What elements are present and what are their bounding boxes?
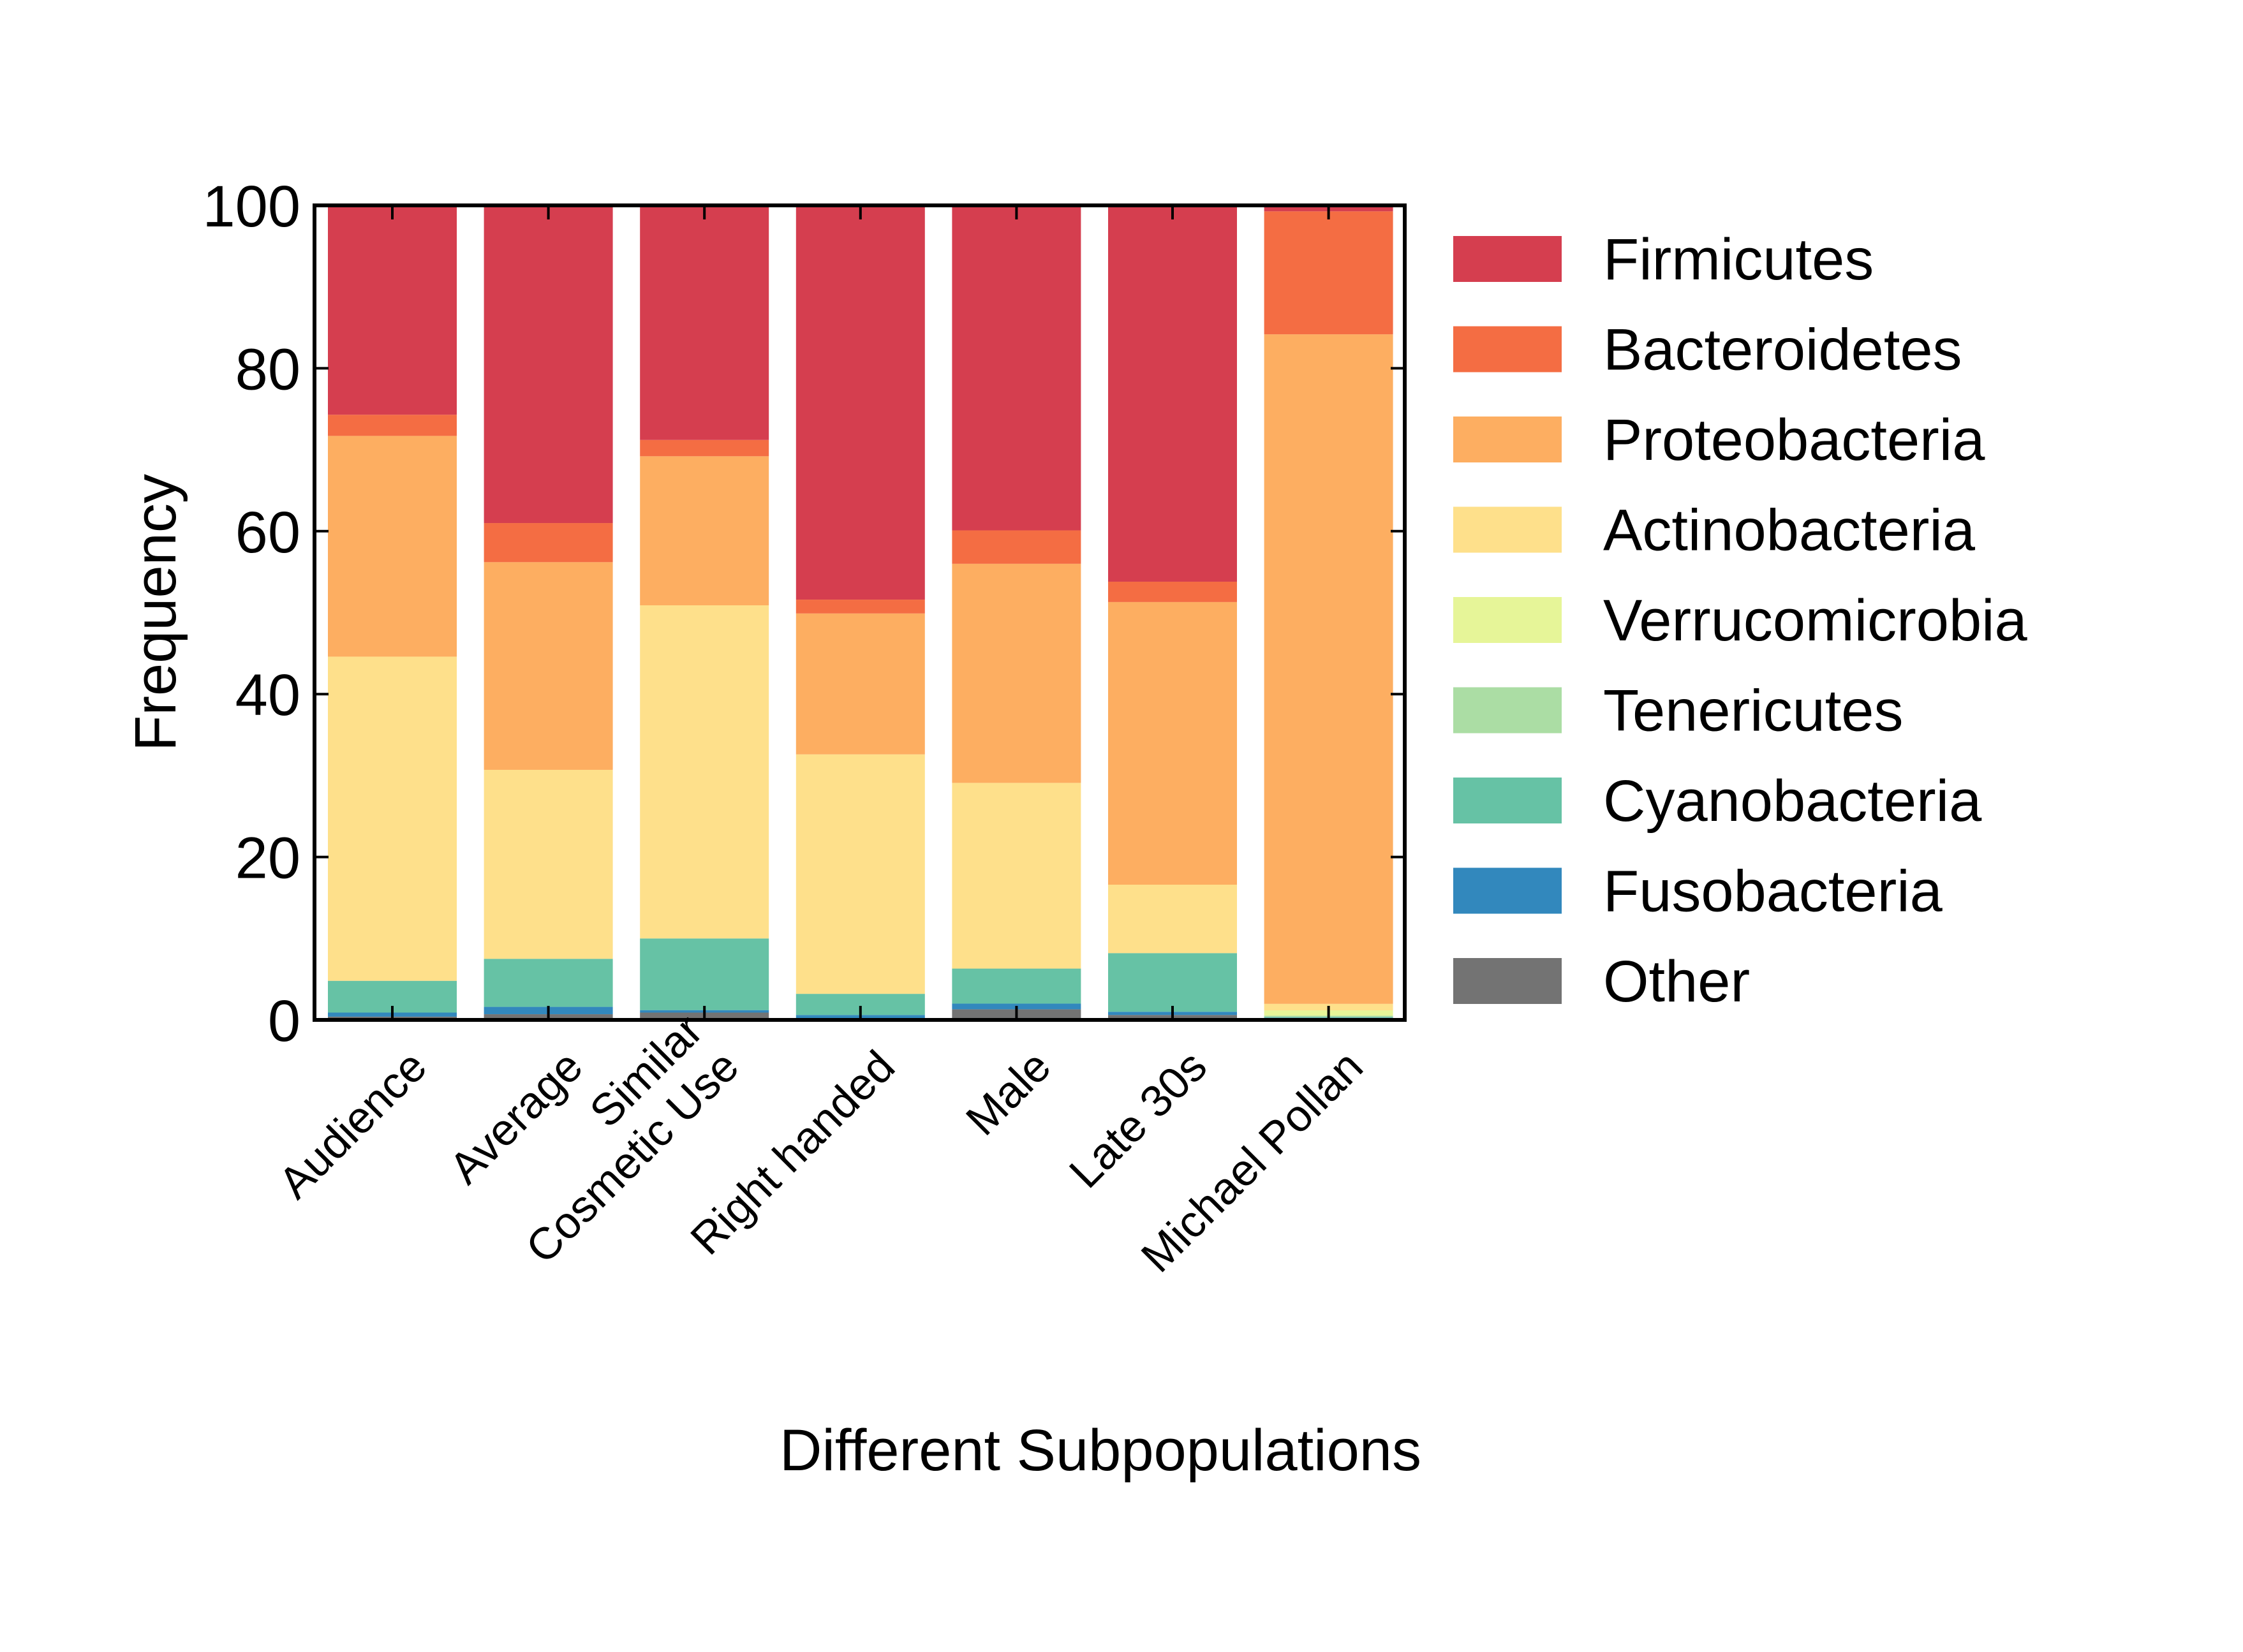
- legend-swatch-bacteroidetes: [1453, 326, 1562, 372]
- legend-label-firmicutes: Firmicutes: [1603, 227, 1874, 292]
- bar-segment-actinobacteria-1: [484, 769, 613, 959]
- x-axis-title: Different Subpopulations: [780, 1418, 1421, 1483]
- bar-segment-actinobacteria-5: [1108, 885, 1237, 954]
- x-tick-label: Average: [440, 1041, 592, 1193]
- x-tick-label-line: Late 30s: [1060, 1041, 1216, 1197]
- bar-segment-proteobacteria-3: [796, 613, 925, 755]
- legend: Firmicutes Bacteroidetes Proteobacteria Act…: [1453, 227, 2028, 1014]
- y-tick-label: 80: [235, 337, 300, 402]
- legend-label-tenericutes: Tenericutes: [1603, 679, 1903, 744]
- bar-segment-actinobacteria-0: [328, 656, 457, 981]
- legend-label-cyanobacteria: Cyanobacteria: [1603, 769, 1982, 834]
- legend-swatch-other: [1453, 958, 1562, 1004]
- y-tick-label: 100: [203, 174, 301, 239]
- bar-segment-cyanobacteria-5: [1108, 953, 1237, 1012]
- bar-segment-firmicutes-0: [328, 205, 457, 415]
- x-tick-label-line: Audience: [269, 1041, 436, 1208]
- y-tick-label: 40: [235, 663, 300, 728]
- x-tick-label: Male: [956, 1041, 1060, 1144]
- bar-segment-bacteroidetes-6: [1264, 211, 1393, 335]
- y-tick-label: 0: [268, 989, 300, 1054]
- x-tick-label: Late 30s: [1060, 1041, 1216, 1197]
- bar-segment-bacteroidetes-1: [484, 523, 613, 563]
- bar-segment-proteobacteria-5: [1108, 601, 1237, 885]
- x-tick-label: Audience: [269, 1041, 436, 1208]
- x-tick-label-line: Average: [440, 1041, 592, 1193]
- legend-label-actinobacteria: Actinobacteria: [1603, 498, 1976, 563]
- bar-segment-firmicutes-5: [1108, 205, 1237, 582]
- bar-segment-bacteroidetes-2: [640, 439, 769, 457]
- legend-swatch-actinobacteria: [1453, 506, 1562, 553]
- legend-swatch-verrucomicrobia: [1453, 597, 1562, 643]
- bar-segment-firmicutes-4: [952, 205, 1081, 531]
- legend-swatch-firmicutes: [1453, 236, 1562, 282]
- y-tick-label: 60: [235, 500, 300, 565]
- legend-swatch-proteobacteria: [1453, 417, 1562, 462]
- legend-label-verrucomicrobia: Verrucomicrobia: [1603, 588, 2028, 653]
- bar-segment-cyanobacteria-2: [640, 938, 769, 1010]
- bar-segment-proteobacteria-4: [952, 563, 1081, 783]
- x-tick-label-line: Male: [956, 1041, 1060, 1144]
- y-axis-ticks: 0 20 40 60 80 100: [203, 174, 1405, 1054]
- bar-segment-actinobacteria-2: [640, 605, 769, 939]
- bar-segment-proteobacteria-2: [640, 456, 769, 606]
- y-axis-title: Frequency: [123, 474, 188, 751]
- legend-swatch-tenericutes: [1453, 687, 1562, 734]
- legend-swatch-fusobacteria: [1453, 867, 1562, 914]
- bar-segment-proteobacteria-1: [484, 562, 613, 770]
- bar-segment-bacteroidetes-0: [328, 415, 457, 436]
- bar-segment-actinobacteria-3: [796, 754, 925, 994]
- bar-segment-firmicutes-1: [484, 205, 613, 524]
- bar-segment-proteobacteria-0: [328, 436, 457, 657]
- bar-segment-actinobacteria-4: [952, 783, 1081, 969]
- legend-label-other: Other: [1603, 949, 1750, 1014]
- bar-segment-cyanobacteria-4: [952, 968, 1081, 1004]
- y-tick-label: 20: [235, 826, 300, 891]
- bar-segment-cyanobacteria-1: [484, 959, 613, 1007]
- bar-segment-bacteroidetes-4: [952, 530, 1081, 564]
- legend-label-bacteroidetes: Bacteroidetes: [1603, 318, 1962, 383]
- bar-segment-firmicutes-2: [640, 205, 769, 440]
- legend-label-proteobacteria: Proteobacteria: [1603, 408, 1985, 473]
- legend-swatch-cyanobacteria: [1453, 778, 1562, 823]
- legend-label-fusobacteria: Fusobacteria: [1603, 859, 1943, 924]
- bar-segment-firmicutes-3: [796, 205, 925, 600]
- bar-segment-bacteroidetes-5: [1108, 581, 1237, 602]
- bars-layer: [328, 205, 1393, 1020]
- bar-segment-bacteroidetes-3: [796, 600, 925, 614]
- bar-segment-proteobacteria-6: [1264, 334, 1393, 1004]
